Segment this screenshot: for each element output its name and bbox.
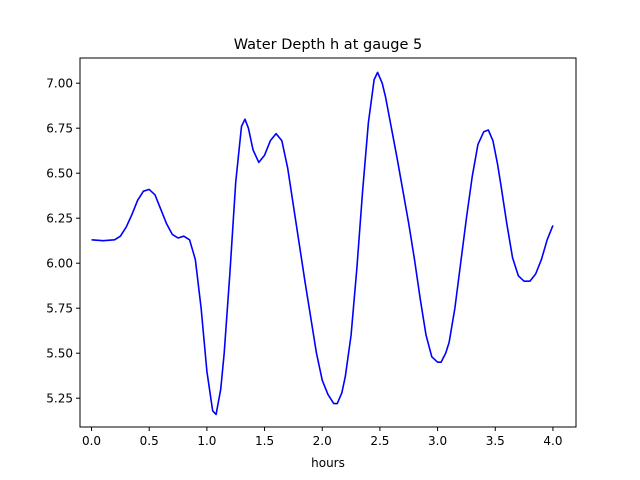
x-tick-label: 0.5 (140, 434, 159, 448)
x-axis-ticks: 0.0 0.5 1.0 1.5 2.0 2.5 3.0 3.5 4.0 (82, 427, 562, 448)
x-tick-label: 1.5 (255, 434, 274, 448)
y-tick-label: 6.25 (46, 212, 73, 226)
x-tick-label: 0.0 (82, 434, 101, 448)
plot-area-frame (79, 57, 577, 428)
y-tick-label: 6.75 (46, 122, 73, 136)
x-tick-label: 2.5 (370, 434, 389, 448)
x-tick-label: 2.0 (313, 434, 332, 448)
x-tick-label: 3.5 (486, 434, 505, 448)
y-tick-label: 5.25 (46, 392, 73, 406)
y-tick-label: 6.00 (46, 257, 73, 271)
x-tick-label: 1.0 (197, 434, 216, 448)
y-tick-label: 6.50 (46, 167, 73, 181)
x-axis-label: hours (311, 456, 345, 470)
x-tick-label: 4.0 (543, 434, 562, 448)
y-tick-label: 5.50 (46, 347, 73, 361)
y-tick-label: 7.00 (46, 77, 73, 91)
chart-title: Water Depth h at gauge 5 (234, 37, 422, 53)
y-tick-label: 5.75 (46, 302, 73, 316)
series-line-0 (91, 71, 554, 416)
x-tick-label: 3.0 (428, 434, 447, 448)
y-axis-ticks: 5.25 5.50 5.75 6.00 6.25 6.50 6.75 7.00 (46, 77, 80, 406)
